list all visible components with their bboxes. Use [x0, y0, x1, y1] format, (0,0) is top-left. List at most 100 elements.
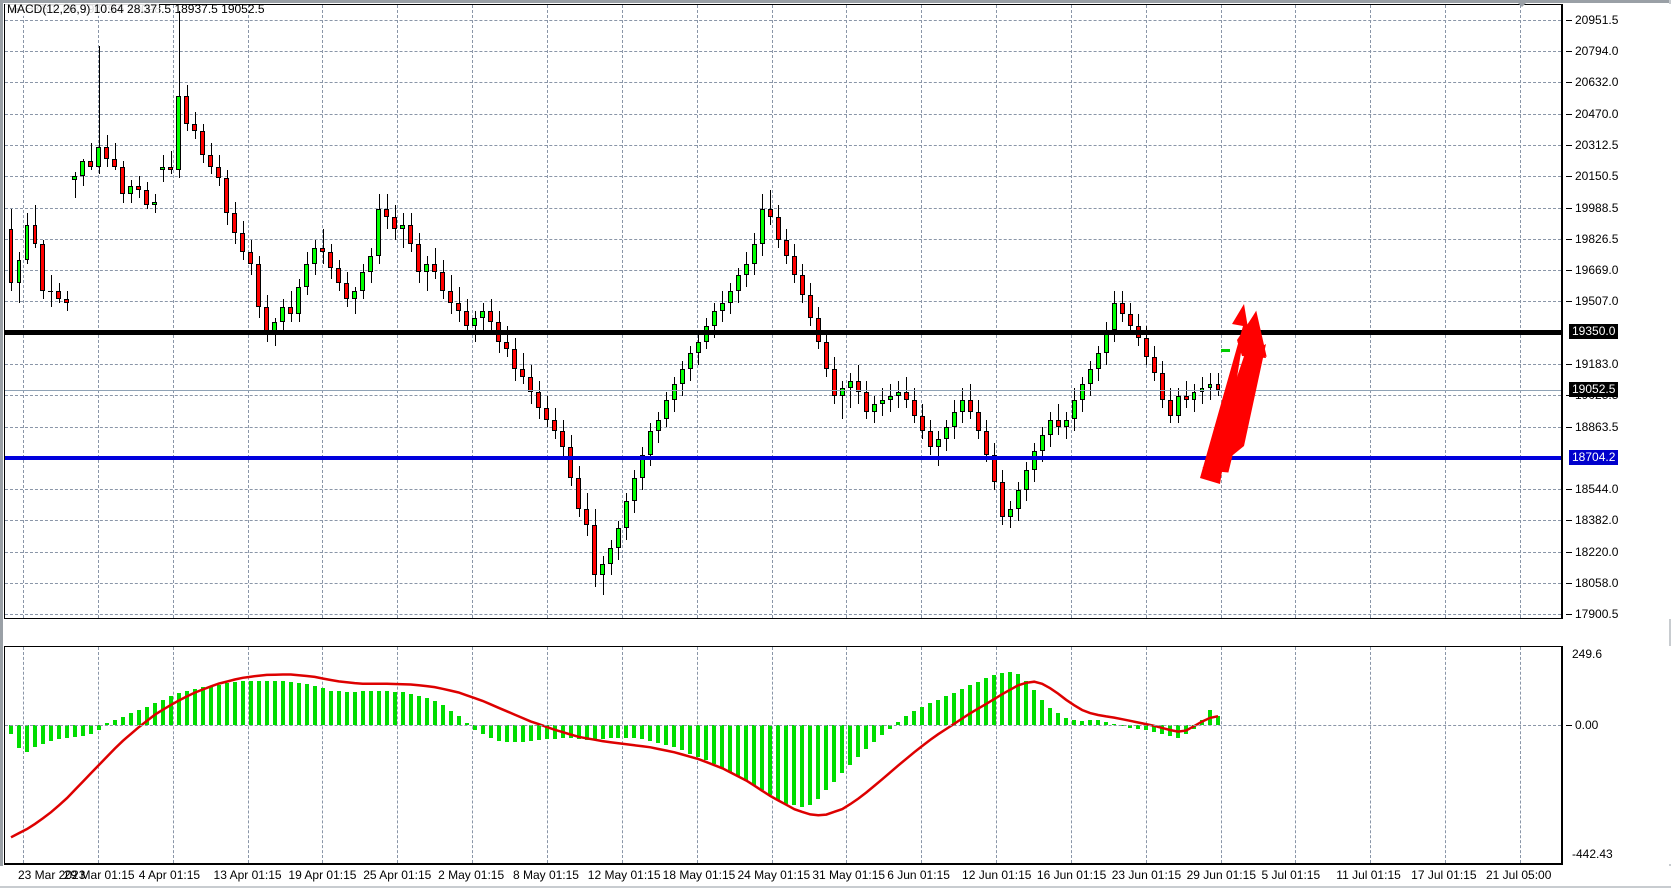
- grid-line-horizontal: [5, 207, 1561, 209]
- price-axis[interactable]: 20951.5 20794.0 20632.0 20470.0 20312.5 20150…: [1566, 4, 1671, 620]
- candle-body: [336, 267, 342, 284]
- macd-histogram-bar: [96, 724, 101, 730]
- macd-axis-label: -442.43: [1572, 847, 1613, 861]
- candle-body: [1015, 489, 1021, 509]
- axis-tick-mark: [1566, 301, 1572, 303]
- macd-histogram-bar: [120, 716, 125, 725]
- current-price-tag[interactable]: 19052.5: [1569, 381, 1619, 397]
- macd-histogram-bar: [1032, 690, 1037, 725]
- axis-tick-mark: [1566, 583, 1572, 585]
- candle-body: [919, 415, 925, 432]
- candle-body: [1143, 337, 1149, 358]
- grid-line-horizontal: [5, 614, 1561, 615]
- candle-body: [544, 407, 550, 420]
- axis-tick-mark: [1566, 144, 1572, 146]
- candle-body: [1079, 384, 1085, 401]
- macd-histogram-bar: [664, 724, 669, 745]
- grid-line-vertical: [996, 5, 998, 618]
- time-axis-label: 17 Jul 01:15: [1411, 868, 1477, 882]
- time-axis-label: 2 May 01:15: [438, 868, 505, 882]
- macd-histogram-bar: [280, 681, 285, 725]
- grid-line-vertical: [247, 647, 249, 863]
- price-axis-label: 19507.0: [1575, 294, 1619, 309]
- candle-body: [80, 160, 86, 177]
- candle-body: [624, 501, 629, 529]
- candle-body: [735, 275, 741, 292]
- macd-histogram-bar: [736, 724, 741, 777]
- price-axis-label: 20470.0: [1575, 106, 1619, 121]
- macd-histogram-bar: [520, 724, 525, 742]
- macd-histogram-bar: [24, 724, 29, 753]
- price-chart-panel[interactable]: [4, 4, 1563, 619]
- macd-histogram-bar: [264, 680, 269, 725]
- candle-body: [799, 275, 805, 295]
- macd-histogram-bar: [912, 711, 917, 725]
- grid-line-horizontal: [5, 395, 1561, 397]
- grid-line-vertical: [1445, 647, 1447, 863]
- candle-body: [440, 271, 446, 292]
- support-level-line[interactable]: [5, 455, 1561, 460]
- grid-line-vertical: [172, 5, 174, 618]
- macd-histogram-bar: [1000, 672, 1005, 725]
- macd-histogram-bar: [600, 724, 605, 740]
- macd-signal-line: [10, 673, 1219, 839]
- time-axis[interactable]: 23 Mar 2023 29 Mar 01:15 4 Apr 01:15 13 Apr…: [0, 866, 1671, 889]
- candle-body: [120, 166, 126, 194]
- axis-tick-mark: [1566, 113, 1572, 115]
- macd-histogram-bar: [128, 713, 133, 725]
- grid-line-horizontal: [5, 269, 1561, 271]
- candle-body: [951, 411, 957, 428]
- price-axis-label: 18544.0: [1575, 481, 1619, 496]
- support-level-tag[interactable]: 18704.2: [1569, 449, 1619, 465]
- macd-histogram-bar: [584, 724, 589, 740]
- grid-line-horizontal: [5, 113, 1561, 115]
- candle-body: [975, 411, 981, 432]
- price-axis-label: 20312.5: [1575, 137, 1619, 152]
- grid-line-vertical: [1520, 647, 1521, 863]
- candle-wick: [427, 256, 428, 292]
- grid-line-horizontal: [5, 426, 1561, 428]
- grid-line-horizontal: [5, 50, 1561, 52]
- grid-line-vertical: [1445, 5, 1447, 618]
- time-axis-label: 6 Jun 01:15: [887, 868, 950, 882]
- time-axis-label: 4 Apr 01:15: [138, 868, 201, 882]
- candle-body: [1175, 396, 1181, 416]
- macd-histogram-bar: [256, 680, 261, 725]
- macd-histogram-bar: [928, 703, 933, 725]
- candle-body: [807, 294, 813, 319]
- macd-axis-label: 0.00: [1575, 717, 1599, 732]
- resistance-level-tag[interactable]: 19350.0: [1569, 323, 1619, 339]
- macd-axis[interactable]: 249.6 0.00 -442.43: [1566, 646, 1671, 864]
- time-axis-separator: [4, 864, 1563, 865]
- resistance-level-line[interactable]: [5, 329, 1561, 335]
- candle-body: [576, 477, 581, 509]
- macd-histogram-bar: [456, 716, 461, 725]
- macd-histogram-bar: [192, 688, 197, 725]
- chart-scroll-marker-icon[interactable]: [1515, 0, 1529, 7]
- grid-line-horizontal: [5, 520, 1561, 522]
- macd-histogram-bar: [976, 681, 981, 725]
- candle-body: [48, 291, 54, 293]
- time-axis-label: 8 May 01:15: [512, 868, 579, 882]
- macd-histogram-bar: [760, 724, 765, 791]
- macd-histogram-bar: [400, 692, 405, 725]
- candle-body: [128, 185, 134, 194]
- candle-body: [719, 302, 725, 311]
- macd-histogram-bar: [440, 705, 445, 725]
- macd-histogram-bar: [712, 724, 717, 765]
- macd-histogram-bar: [56, 724, 61, 740]
- candle-body: [32, 224, 38, 245]
- macd-header: MACD(12,26,9) 10.64 28.37: [5, 3, 160, 16]
- candle-body: [256, 263, 262, 307]
- grid-line-vertical: [921, 5, 923, 618]
- macd-histogram-bar: [616, 724, 621, 738]
- candle-wick: [938, 431, 939, 467]
- macd-indicator-panel[interactable]: [4, 646, 1563, 864]
- axis-tick-mark: [1566, 551, 1572, 553]
- candle-body: [72, 176, 78, 181]
- macd-histogram-bar: [824, 724, 829, 790]
- candle-body: [168, 166, 174, 171]
- candle-body: [823, 341, 829, 369]
- candle-body: [384, 209, 390, 218]
- macd-axis-label: 249.6: [1572, 647, 1603, 661]
